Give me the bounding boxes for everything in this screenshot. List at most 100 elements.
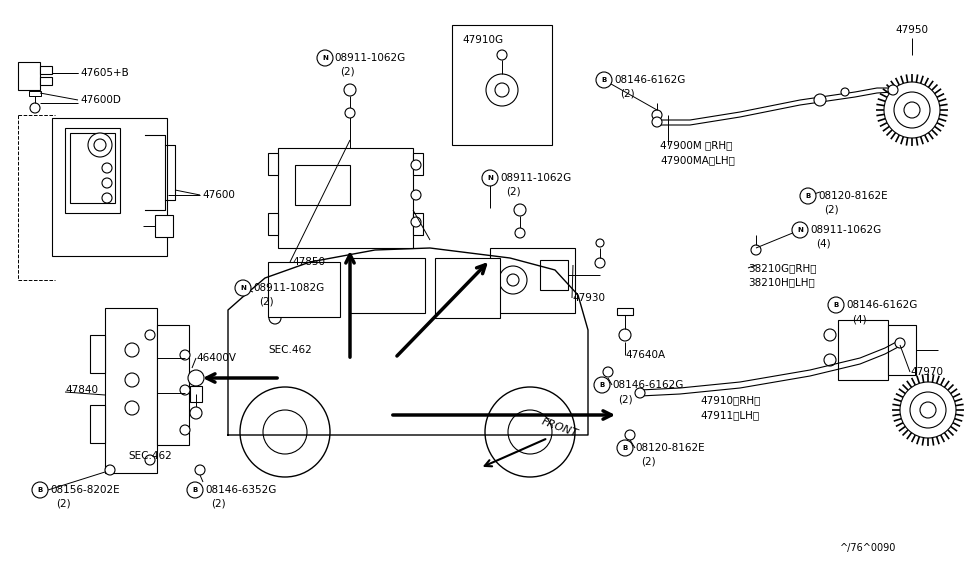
Text: 47600: 47600 <box>202 190 235 200</box>
Circle shape <box>619 329 631 341</box>
Text: SEC.462: SEC.462 <box>268 345 312 355</box>
Text: N: N <box>240 285 246 291</box>
Circle shape <box>180 425 190 435</box>
Circle shape <box>180 350 190 360</box>
Circle shape <box>486 74 518 106</box>
Bar <box>413 213 423 235</box>
Circle shape <box>888 85 898 95</box>
Text: 47910〈RH〉: 47910〈RH〉 <box>700 395 760 405</box>
Circle shape <box>904 102 920 118</box>
Circle shape <box>814 94 826 106</box>
Bar <box>888 325 916 375</box>
Text: 47930: 47930 <box>572 293 605 303</box>
Circle shape <box>125 343 139 357</box>
Bar <box>278 148 413 248</box>
Bar <box>540 260 568 290</box>
Text: 38210H〈LH〉: 38210H〈LH〉 <box>748 277 815 287</box>
Bar <box>29 91 41 96</box>
Text: (4): (4) <box>852 314 867 324</box>
Circle shape <box>270 292 280 302</box>
Circle shape <box>32 482 48 498</box>
Text: (2): (2) <box>824 205 838 215</box>
Text: 38210G〈RH〉: 38210G〈RH〉 <box>748 263 816 273</box>
Circle shape <box>187 482 203 498</box>
Circle shape <box>145 455 155 465</box>
Bar <box>268 213 278 235</box>
Bar <box>90 405 105 443</box>
Text: 08146-6162G: 08146-6162G <box>614 75 685 85</box>
Circle shape <box>800 188 816 204</box>
Text: (4): (4) <box>816 239 831 249</box>
Circle shape <box>514 204 526 216</box>
Text: 08146-6352G: 08146-6352G <box>205 485 276 495</box>
Bar <box>157 325 189 445</box>
Text: 08120-8162E: 08120-8162E <box>818 191 887 201</box>
Circle shape <box>497 50 507 60</box>
Text: FRONT: FRONT <box>540 417 579 439</box>
Circle shape <box>235 280 251 296</box>
Text: (2): (2) <box>506 186 521 196</box>
Text: (2): (2) <box>56 499 70 509</box>
Bar <box>350 258 425 313</box>
Text: 46400V: 46400V <box>196 353 236 363</box>
Circle shape <box>102 193 112 203</box>
Text: 08911-1062G: 08911-1062G <box>500 173 571 183</box>
Circle shape <box>828 297 844 313</box>
Text: 08156-8202E: 08156-8202E <box>50 485 120 495</box>
Circle shape <box>125 401 139 415</box>
Circle shape <box>910 392 946 428</box>
Circle shape <box>596 239 604 247</box>
Circle shape <box>485 387 575 477</box>
Bar <box>838 320 888 380</box>
Text: 47840: 47840 <box>65 385 98 395</box>
Circle shape <box>482 170 498 186</box>
Text: (2): (2) <box>211 499 225 509</box>
Text: 08911-1062G: 08911-1062G <box>810 225 881 235</box>
Text: (2): (2) <box>620 89 635 99</box>
Bar <box>40 77 52 85</box>
Circle shape <box>617 440 633 456</box>
Circle shape <box>495 83 509 97</box>
Text: SEC.462: SEC.462 <box>128 451 172 461</box>
Text: B: B <box>602 77 606 83</box>
Bar <box>490 248 575 313</box>
Circle shape <box>411 217 421 227</box>
Circle shape <box>515 228 525 238</box>
Circle shape <box>652 117 662 127</box>
Circle shape <box>30 103 40 113</box>
Text: B: B <box>37 487 43 493</box>
Text: N: N <box>798 227 803 233</box>
Circle shape <box>180 385 190 395</box>
Bar <box>617 308 633 315</box>
Bar <box>40 66 52 74</box>
Text: N: N <box>488 175 493 181</box>
Circle shape <box>594 377 610 393</box>
Text: 08911-1082G: 08911-1082G <box>253 283 325 293</box>
Text: B: B <box>600 382 604 388</box>
Circle shape <box>188 370 204 386</box>
Circle shape <box>824 329 836 341</box>
Text: 47640A: 47640A <box>625 350 665 360</box>
Circle shape <box>263 410 307 454</box>
Text: 47605+B: 47605+B <box>80 68 129 78</box>
Circle shape <box>595 258 605 268</box>
Circle shape <box>411 190 421 200</box>
Text: 47900M 〈RH〉: 47900M 〈RH〉 <box>660 140 732 150</box>
Bar <box>268 262 340 317</box>
Text: ^/76^0090: ^/76^0090 <box>840 543 896 553</box>
Bar <box>268 153 278 175</box>
Bar <box>18 62 40 90</box>
Text: 47850: 47850 <box>292 257 325 267</box>
Circle shape <box>344 84 356 96</box>
Circle shape <box>102 178 112 188</box>
Text: (2): (2) <box>259 297 274 307</box>
Text: (2): (2) <box>641 457 655 467</box>
Circle shape <box>895 338 905 348</box>
Circle shape <box>102 163 112 173</box>
Bar <box>70 133 115 203</box>
Circle shape <box>625 430 635 440</box>
Text: 47911〈LH〉: 47911〈LH〉 <box>700 410 760 420</box>
Bar <box>452 25 552 145</box>
Text: (2): (2) <box>340 67 355 77</box>
Bar <box>435 258 500 318</box>
